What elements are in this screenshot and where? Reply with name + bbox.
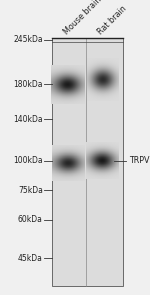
Text: 60kDa: 60kDa <box>18 215 43 224</box>
Text: 245kDa: 245kDa <box>13 35 43 44</box>
Text: 75kDa: 75kDa <box>18 186 43 195</box>
Text: 45kDa: 45kDa <box>18 254 43 263</box>
Text: 140kDa: 140kDa <box>13 115 43 124</box>
Bar <box>52 38 123 286</box>
Text: Mouse brain: Mouse brain <box>62 0 103 37</box>
Text: Rat brain: Rat brain <box>96 4 129 37</box>
Text: 180kDa: 180kDa <box>13 80 43 88</box>
Text: 100kDa: 100kDa <box>13 156 43 165</box>
Text: TRPV1: TRPV1 <box>129 156 150 165</box>
